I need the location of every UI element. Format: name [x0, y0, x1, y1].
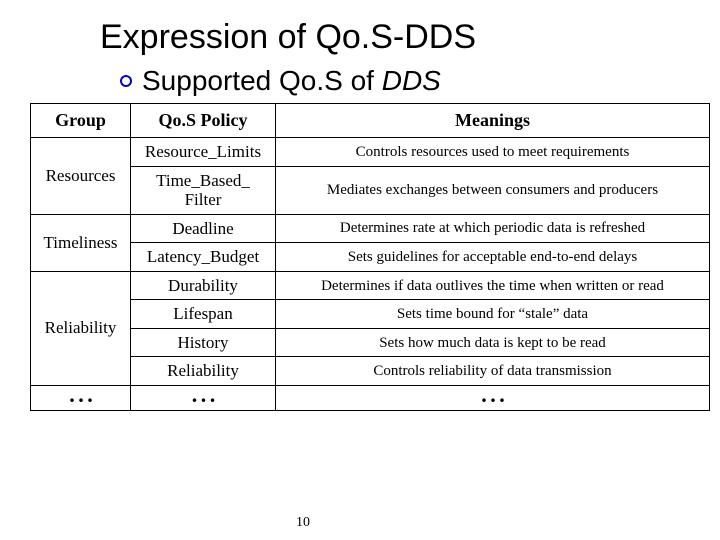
table-row: Timeliness Deadline Determines rate at w…: [31, 214, 710, 243]
group-reliability: Reliability: [31, 271, 131, 385]
header-meanings: Meanings: [276, 104, 710, 138]
policy-cell: Time_Based_ Filter: [131, 166, 276, 214]
group-more: . . .: [31, 385, 131, 410]
table-row: Reliability Controls reliability of data…: [31, 357, 710, 386]
group-resources: Resources: [31, 138, 131, 215]
meaning-cell: Determines if data outlives the time whe…: [276, 271, 710, 300]
page-number: 10: [296, 515, 310, 531]
meaning-cell: Sets how much data is kept to be read: [276, 328, 710, 357]
slide-title: Expression of Qo.S-DDS: [100, 18, 690, 57]
slide-container: Expression of Qo.S-DDS Supported Qo.S of…: [0, 0, 720, 411]
meaning-cell: Determines rate at which periodic data i…: [276, 214, 710, 243]
header-group: Group: [31, 104, 131, 138]
policy-cell: Lifespan: [131, 300, 276, 329]
subtitle-prefix: Supported Qo.S of: [142, 65, 382, 96]
table-row: Lifespan Sets time bound for “stale” dat…: [31, 300, 710, 329]
policy-cell: Deadline: [131, 214, 276, 243]
meaning-cell: Sets time bound for “stale” data: [276, 300, 710, 329]
group-timeliness: Timeliness: [31, 214, 131, 271]
meaning-cell: . . .: [276, 385, 710, 410]
table-row: Resources Resource_Limits Controls resou…: [31, 138, 710, 167]
policy-cell: Durability: [131, 271, 276, 300]
meaning-cell: Mediates exchanges between consumers and…: [276, 166, 710, 214]
subtitle-italic: DDS: [382, 65, 441, 96]
header-policy: Qo.S Policy: [131, 104, 276, 138]
policy-cell: . . .: [131, 385, 276, 410]
policy-cell: Resource_Limits: [131, 138, 276, 167]
subtitle: Supported Qo.S of DDS: [142, 65, 441, 97]
table-row: History Sets how much data is kept to be…: [31, 328, 710, 357]
circle-bullet-icon: [120, 75, 132, 87]
table-row: Reliability Durability Determines if dat…: [31, 271, 710, 300]
policy-cell: Latency_Budget: [131, 243, 276, 272]
policy-cell: History: [131, 328, 276, 357]
table-row: Time_Based_ Filter Mediates exchanges be…: [31, 166, 710, 214]
table-row: Latency_Budget Sets guidelines for accep…: [31, 243, 710, 272]
table-header-row: Group Qo.S Policy Meanings: [31, 104, 710, 138]
qos-table: Group Qo.S Policy Meanings Resources Res…: [30, 103, 710, 411]
table-row: . . . . . . . . .: [31, 385, 710, 410]
meaning-cell: Controls resources used to meet requirem…: [276, 138, 710, 167]
subtitle-row: Supported Qo.S of DDS: [120, 65, 690, 97]
meaning-cell: Sets guidelines for acceptable end-to-en…: [276, 243, 710, 272]
